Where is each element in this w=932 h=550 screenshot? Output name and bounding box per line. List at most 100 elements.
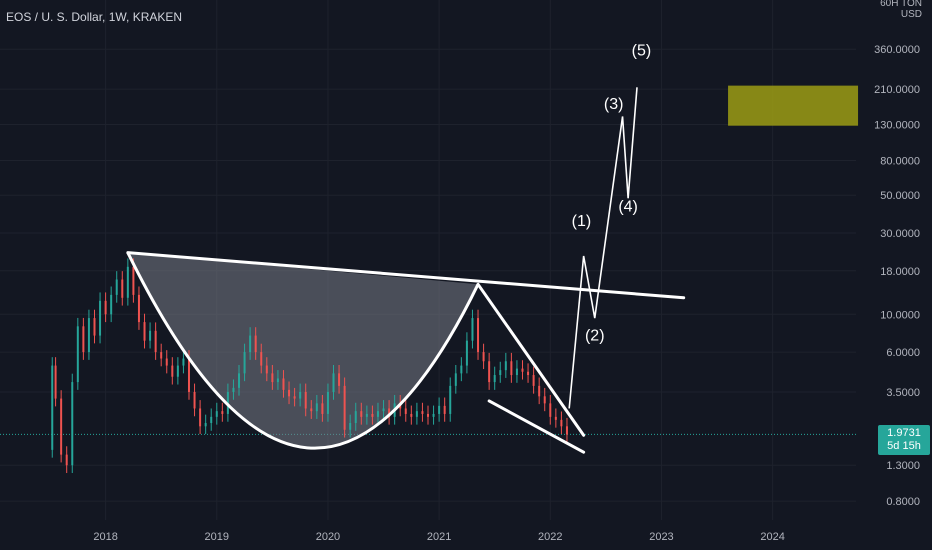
candle-body <box>82 326 85 353</box>
candle-body <box>304 391 307 409</box>
candle-body <box>326 391 329 414</box>
chart-title: EOS / U. S. Dollar, 1W, KRAKEN <box>6 10 183 24</box>
last-price-value: 1.9731 <box>887 427 921 440</box>
candle-body <box>560 419 563 427</box>
candle-body <box>243 352 246 374</box>
y-tick-label: 6.0000 <box>886 347 920 359</box>
grid <box>0 0 856 520</box>
cup-fill <box>127 252 479 449</box>
candle-body <box>221 411 224 414</box>
wave-label-2: (2) <box>585 328 605 345</box>
price-axis[interactable]: 360.0000 210.0000 130.0000 80.0000 50.0000 30… <box>874 44 920 508</box>
y-tick-label: 210.0000 <box>874 84 920 96</box>
cup-fill-layer <box>127 85 859 449</box>
candle-body <box>71 382 74 466</box>
candle-body <box>449 385 452 414</box>
candle-body <box>165 358 168 366</box>
candle-body <box>504 361 507 371</box>
candle-body <box>293 396 296 399</box>
candle-body <box>121 279 124 298</box>
candle-body <box>532 375 535 386</box>
candle-body <box>432 413 435 417</box>
candle-body <box>482 352 485 362</box>
candle-body <box>115 279 118 295</box>
candle-body <box>288 389 291 397</box>
candle-body <box>310 408 313 412</box>
candle-body <box>343 385 346 430</box>
candle-body <box>510 361 513 376</box>
candle-body <box>471 318 474 341</box>
candle-body <box>521 368 524 372</box>
x-tick-label: 2024 <box>760 531 784 543</box>
candle-body <box>160 352 163 359</box>
candle-body <box>438 405 441 414</box>
x-tick-label: 2021 <box>427 531 451 543</box>
x-tick-label: 2023 <box>649 531 673 543</box>
x-tick-label: 2018 <box>93 531 117 543</box>
candle-body <box>171 365 174 377</box>
last-price-countdown: 5d 15h <box>887 440 921 453</box>
candle-body <box>349 423 352 430</box>
candle-body <box>549 403 552 417</box>
candle-body <box>104 300 107 315</box>
candle-body <box>87 318 90 353</box>
candle-body <box>99 300 102 336</box>
x-tick-label: 2020 <box>316 531 340 543</box>
resistance-line <box>126 251 686 300</box>
x-tick-label: 2019 <box>205 531 229 543</box>
candle-body <box>232 387 235 392</box>
candle-body <box>187 358 190 392</box>
candle-body <box>210 416 213 424</box>
candle-body <box>299 391 302 399</box>
candle-body <box>54 365 57 399</box>
candle-body <box>238 373 241 388</box>
candle-body <box>543 396 546 404</box>
candle-body <box>554 416 557 420</box>
candle-body <box>421 411 424 414</box>
candle-body <box>110 294 113 315</box>
candle-body <box>137 294 140 323</box>
x-tick-label: 2022 <box>538 531 562 543</box>
price-unit-label: 60H TON USD <box>880 0 922 20</box>
candle-body <box>538 385 541 397</box>
candle-body <box>149 330 152 341</box>
candle-body <box>265 365 268 374</box>
candle-body <box>271 373 274 383</box>
candle-body <box>143 322 146 341</box>
candle-body <box>493 375 496 383</box>
last-price-badge: 1.9731 5d 15h <box>878 425 930 456</box>
candle-body <box>460 365 463 374</box>
candle-body <box>315 403 318 412</box>
candle-body <box>488 361 491 383</box>
wedge-lower-line <box>487 399 586 454</box>
y-tick-label: 0.8000 <box>886 496 920 508</box>
y-tick-label: 360.0000 <box>874 44 920 56</box>
candle-body <box>254 335 257 353</box>
y-tick-label: 130.0000 <box>874 120 920 132</box>
candle-body <box>465 340 468 366</box>
candle-body <box>477 318 480 353</box>
y-tick-label: 18.0000 <box>880 266 920 278</box>
y-tick-label: 50.0000 <box>880 190 920 202</box>
candle-body <box>132 266 135 295</box>
y-tick-label: 1.3000 <box>886 460 920 472</box>
target-zone-box <box>728 85 859 126</box>
candle-body <box>276 378 279 383</box>
candle-body <box>249 335 252 353</box>
pattern-lines: (1) (2) (3) (4) (5) <box>126 43 686 454</box>
y-tick-label: 80.0000 <box>880 155 920 167</box>
candle-body <box>260 352 263 366</box>
candle-body <box>282 378 285 390</box>
candle-body <box>176 365 179 377</box>
time-axis[interactable]: 2018 2019 2020 2021 2022 2023 2024 <box>93 531 784 543</box>
candle-body <box>338 373 341 386</box>
candle-body <box>499 370 502 376</box>
candle-body <box>388 408 391 417</box>
candle-body <box>93 318 96 336</box>
candle-body <box>404 408 407 414</box>
candle-body <box>454 373 457 386</box>
candle-body <box>332 373 335 392</box>
candle-body <box>51 365 54 450</box>
candle-body <box>199 408 202 427</box>
